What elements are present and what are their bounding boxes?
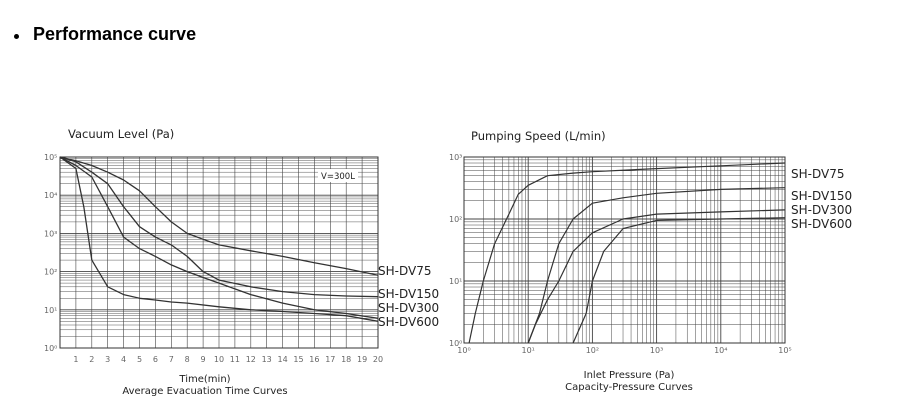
series-line [572, 217, 786, 344]
x-tick-label: 14 [278, 355, 288, 364]
x-tick-label: 13 [262, 355, 272, 364]
x-tick-label: 10¹ [522, 346, 535, 355]
x-tick-label: 20 [373, 355, 383, 364]
series-label: SH-DV150 [378, 287, 439, 301]
series-line [59, 156, 379, 322]
page-title: Performance curve [33, 24, 197, 44]
series-label: SH-DV150 [791, 189, 852, 203]
chart-caption: Capacity-Pressure Curves [565, 382, 693, 393]
x-tick-label: 10³ [650, 346, 663, 355]
chart-caption: Average Evacuation Time Curves [122, 386, 287, 397]
x-tick-label: 17 [325, 355, 335, 364]
y-tick-label: 10¹ [44, 306, 57, 315]
series-line [527, 209, 786, 344]
y-tick-label: 10⁵ [44, 153, 57, 162]
x-tick-label: 2 [89, 355, 94, 364]
y-tick-label: 10⁰ [449, 339, 462, 348]
y-tick-label: 10³ [449, 153, 462, 162]
series-label: SH-DV600 [378, 315, 439, 329]
x-tick-label: 6 [153, 355, 158, 364]
x-tick-label: 10⁴ [714, 346, 727, 355]
x-tick-label: 3 [105, 355, 110, 364]
series-line [527, 187, 786, 344]
plot-frame [59, 156, 379, 349]
section-heading: Performance curve [14, 24, 196, 45]
x-tick-label: 10² [586, 346, 599, 355]
x-tick-label: 19 [357, 355, 367, 364]
x-tick-label: 1 [73, 355, 78, 364]
x-tick-label: 10⁵ [778, 346, 791, 355]
annotation-label: V=300L [321, 172, 355, 182]
x-tick-label: 5 [137, 355, 142, 364]
chart-title: Pumping Speed (L/min) [471, 129, 606, 143]
bullet-icon [14, 34, 19, 39]
series-label: SH-DV300 [791, 203, 852, 217]
x-axis-label: Time(min) [178, 374, 230, 385]
y-tick-label: 10² [449, 215, 462, 224]
x-tick-label: 18 [341, 355, 351, 364]
series-line [59, 156, 379, 319]
x-tick-label: 9 [201, 355, 206, 364]
chart-title: Vacuum Level (Pa) [68, 127, 174, 141]
y-tick-label: 10³ [44, 229, 57, 238]
series-line [59, 156, 379, 276]
x-tick-label: 16 [309, 355, 319, 364]
series-label: SH-DV75 [378, 264, 431, 278]
series-label: SH-DV600 [791, 217, 852, 231]
x-tick-label: 10⁰ [457, 346, 470, 355]
series-label: SH-DV300 [378, 301, 439, 315]
series-label: SH-DV75 [791, 167, 844, 181]
x-axis-label: Inlet Pressure (Pa) [584, 370, 675, 381]
plot-frame [463, 156, 786, 344]
x-tick-label: 15 [293, 355, 303, 364]
y-tick-label: 10⁰ [44, 344, 57, 353]
series-line [468, 162, 786, 344]
x-tick-label: 11 [230, 355, 240, 364]
x-tick-label: 10 [214, 355, 224, 364]
x-tick-label: 12 [246, 355, 256, 364]
y-tick-label: 10¹ [449, 277, 462, 286]
x-tick-label: 8 [185, 355, 190, 364]
x-tick-label: 4 [121, 355, 126, 364]
y-tick-label: 10² [44, 268, 57, 277]
series-line [59, 156, 379, 298]
annotation-box [318, 169, 358, 182]
x-tick-label: 7 [169, 355, 174, 364]
y-tick-label: 10⁴ [44, 191, 57, 200]
